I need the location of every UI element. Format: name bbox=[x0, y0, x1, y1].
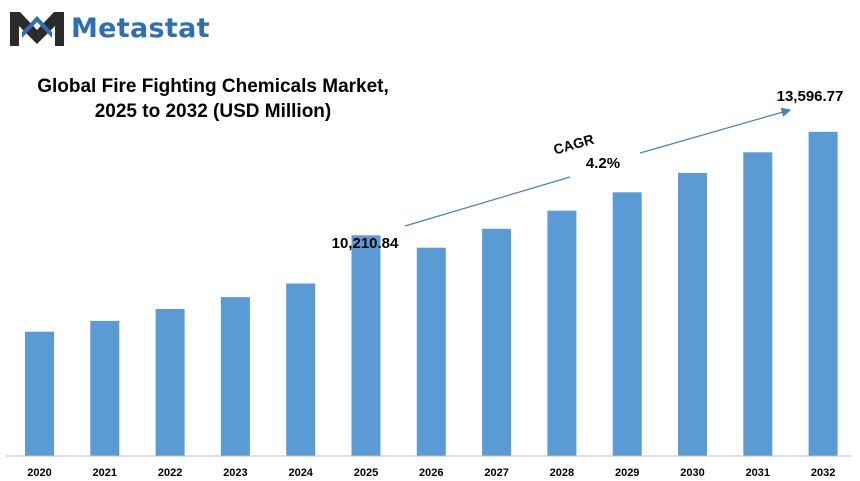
brand-name: Metastat bbox=[71, 12, 210, 44]
bar-2029 bbox=[612, 192, 642, 457]
bar-2028 bbox=[547, 210, 577, 456]
cagr-arrow-segment-1 bbox=[404, 176, 571, 227]
x-tick-label-2024: 2024 bbox=[288, 467, 313, 479]
bar-2032 bbox=[808, 131, 838, 457]
x-tick-label-2032: 2032 bbox=[811, 467, 835, 479]
x-tick-labels: 2020 2021 2022 2023 2024 2025 2026 2027 2028 2029… bbox=[27, 467, 835, 479]
bar-2024 bbox=[286, 283, 316, 456]
x-tick-label-2029: 2029 bbox=[615, 467, 639, 479]
bar-2023 bbox=[220, 297, 250, 456]
x-tick-label-2028: 2028 bbox=[550, 467, 574, 479]
metastat-m-icon bbox=[10, 12, 64, 46]
brand-logo: Metastat bbox=[8, 6, 210, 50]
bar-2030 bbox=[678, 172, 707, 456]
start-value-label: 10,210.84 bbox=[332, 235, 399, 252]
x-tick-label-2021: 2021 bbox=[93, 467, 117, 479]
bar-2020 bbox=[25, 331, 54, 456]
x-tick-label-2023: 2023 bbox=[223, 467, 247, 479]
bar-2022 bbox=[155, 309, 185, 456]
chart-title: Global Fire Fighting Chemicals Market, 2… bbox=[18, 74, 408, 124]
cagr-arrow-segment-2 bbox=[639, 107, 792, 154]
x-tick-label-2027: 2027 bbox=[484, 467, 508, 479]
bar-2025 bbox=[351, 235, 381, 456]
bar-2027 bbox=[482, 228, 512, 456]
chart-title-line-1: Global Fire Fighting Chemicals Market, bbox=[37, 76, 389, 97]
x-tick-label-2030: 2030 bbox=[680, 467, 704, 479]
x-tick-label-2020: 2020 bbox=[27, 467, 51, 479]
x-tick-label-2025: 2025 bbox=[354, 467, 378, 479]
cagr-value-label: 4.2% bbox=[586, 155, 620, 172]
bar-2026 bbox=[416, 247, 446, 456]
x-tick-label-2031: 2031 bbox=[746, 467, 770, 479]
end-value-label: 13,596.77 bbox=[777, 88, 844, 105]
bar-series bbox=[25, 131, 838, 457]
x-tick-label-2022: 2022 bbox=[158, 467, 182, 479]
x-tick-label-2026: 2026 bbox=[419, 467, 443, 479]
cagr-label: CAGR bbox=[552, 131, 596, 158]
chart-title-line-2: 2025 to 2032 (USD Million) bbox=[94, 101, 332, 122]
bar-2021 bbox=[90, 320, 120, 456]
bar-2031 bbox=[743, 152, 773, 457]
